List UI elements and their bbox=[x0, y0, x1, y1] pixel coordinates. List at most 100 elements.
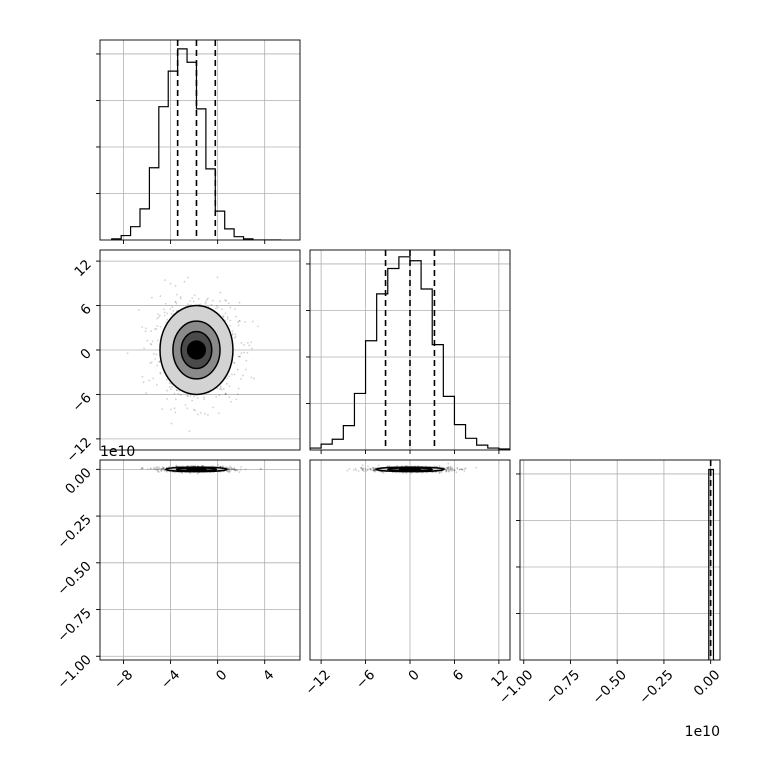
scatter-point bbox=[189, 300, 192, 302]
scatter-point bbox=[464, 467, 467, 470]
y-tick-label: 0.00 bbox=[62, 465, 95, 498]
scatter-point bbox=[175, 293, 178, 296]
scatter-point bbox=[456, 466, 459, 469]
scatter-point bbox=[453, 469, 456, 472]
x-tick-label: −8 bbox=[111, 667, 136, 692]
scatter-point bbox=[447, 462, 450, 465]
scatter-point bbox=[196, 472, 199, 475]
scatter-point bbox=[372, 468, 375, 471]
panel-scatter-param-1-vs-param-2: −12 −6 0 6 12 bbox=[63, 249, 301, 466]
scatter-point bbox=[218, 394, 221, 397]
scatter-point bbox=[231, 332, 234, 335]
scatter-point bbox=[203, 398, 205, 401]
scatter-point bbox=[234, 469, 237, 472]
scatter-point bbox=[458, 468, 461, 471]
scatter-point bbox=[361, 464, 364, 467]
scatter-point bbox=[166, 389, 169, 392]
histogram-bar bbox=[332, 439, 343, 450]
scatter-point bbox=[373, 468, 376, 471]
scatter-point bbox=[245, 359, 248, 362]
scatter-point bbox=[186, 407, 189, 410]
scatter-point bbox=[187, 276, 189, 279]
scatter-point bbox=[433, 465, 436, 468]
scatter-point bbox=[444, 468, 447, 471]
scatter-point bbox=[444, 468, 447, 471]
scatter-point bbox=[174, 285, 177, 287]
scatter-point bbox=[246, 341, 249, 344]
scatter-point bbox=[154, 327, 157, 330]
scatter-point bbox=[197, 298, 200, 300]
scatter-point bbox=[194, 409, 197, 412]
scatter-point bbox=[197, 413, 199, 416]
scatter-point bbox=[148, 379, 151, 382]
scatter-point bbox=[240, 466, 243, 468]
scatter-point bbox=[231, 330, 234, 332]
scatter-point bbox=[455, 471, 458, 474]
y-tick-label: 12 bbox=[71, 257, 94, 280]
scatter-point bbox=[228, 468, 231, 471]
scatter-point bbox=[166, 318, 169, 321]
scatter-point bbox=[222, 316, 225, 318]
scatter-point bbox=[162, 467, 165, 469]
x-scale-offset-label: 1e10 bbox=[685, 724, 720, 740]
scatter-point bbox=[222, 315, 225, 318]
scatter-point bbox=[228, 467, 231, 470]
scatter-point bbox=[236, 368, 239, 371]
panel-hist-param-2 bbox=[306, 249, 511, 454]
scatter-point bbox=[217, 412, 220, 415]
scatter-point bbox=[366, 469, 369, 471]
histogram-bar bbox=[215, 211, 224, 240]
scatter-point bbox=[192, 395, 195, 398]
scatter-point bbox=[224, 392, 227, 395]
scatter-point bbox=[240, 352, 243, 355]
scatter-point bbox=[238, 471, 241, 473]
scatter-point bbox=[175, 302, 178, 305]
scatter-point bbox=[184, 404, 187, 406]
scatter-point bbox=[234, 469, 237, 471]
histogram-bar bbox=[343, 426, 354, 450]
x-tick-label: −4 bbox=[158, 667, 183, 692]
scatter-point bbox=[226, 317, 229, 320]
scatter-point bbox=[150, 467, 152, 470]
scatter-point bbox=[181, 472, 184, 474]
scatter-point bbox=[233, 467, 236, 470]
scatter-point bbox=[140, 466, 143, 469]
grid-lines bbox=[320, 460, 500, 660]
scatter-point bbox=[222, 387, 225, 390]
scatter-point bbox=[227, 302, 230, 305]
scatter-point bbox=[179, 296, 182, 298]
scatter-point bbox=[160, 469, 163, 472]
scatter-point bbox=[449, 467, 452, 470]
scatter-point bbox=[191, 399, 194, 402]
histogram-bar bbox=[131, 227, 140, 240]
y-tick-label: −12 bbox=[63, 434, 94, 465]
scatter-point bbox=[229, 324, 232, 327]
scatter-point bbox=[203, 413, 206, 415]
scatter-point bbox=[235, 398, 238, 401]
scatter-point bbox=[233, 361, 236, 364]
scatter-point bbox=[448, 470, 450, 473]
scatter-point bbox=[228, 471, 231, 474]
scatter-point bbox=[446, 468, 449, 470]
scatter-point bbox=[175, 465, 178, 467]
scatter-point bbox=[211, 299, 214, 302]
scatter-point bbox=[166, 397, 168, 400]
scatter-point bbox=[161, 467, 164, 470]
scatter-point bbox=[155, 467, 158, 470]
scatter-point bbox=[453, 469, 456, 471]
scatter-point bbox=[219, 385, 222, 388]
scatter-point bbox=[248, 344, 251, 347]
scatter-point bbox=[149, 467, 152, 470]
scatter-point bbox=[196, 397, 199, 399]
scatter-point bbox=[449, 468, 452, 471]
scatter-point bbox=[231, 468, 234, 470]
scatter-point bbox=[156, 325, 159, 328]
scatter-point bbox=[445, 466, 448, 469]
scatter-point bbox=[475, 466, 478, 469]
scatter-point bbox=[186, 395, 189, 397]
scatter-point bbox=[458, 468, 461, 471]
scatter-point bbox=[145, 392, 148, 395]
scatter-point bbox=[179, 297, 182, 300]
scatter-point bbox=[228, 469, 231, 472]
scatter-point bbox=[191, 297, 194, 300]
